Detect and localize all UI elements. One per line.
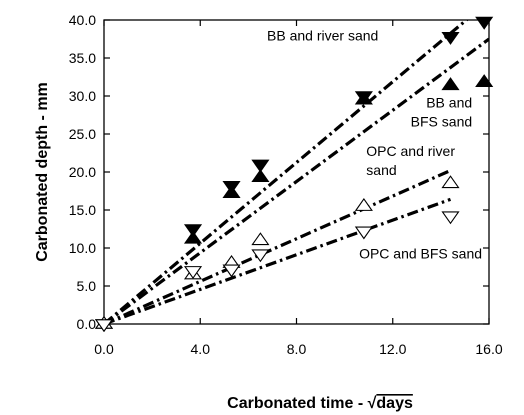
- y-tick-label: 10.0: [69, 240, 96, 256]
- annotation-line: BB and river sand: [267, 28, 378, 44]
- x-tick-label: 8.0: [287, 341, 307, 357]
- fit-line-2: [104, 37, 489, 324]
- fit-line-3: [104, 169, 452, 324]
- y-tick-label: 35.0: [69, 50, 96, 66]
- x-axis-title-prefix: Carbonated time -: [227, 395, 367, 412]
- y-tick-label: 40.0: [69, 12, 96, 28]
- annotation-4: OPC and BFS sand: [359, 246, 482, 262]
- x-axis-title-unit: days: [376, 395, 413, 412]
- x-tick-label: 0.0: [94, 341, 114, 357]
- annotation-3: OPC and river sand: [366, 143, 455, 178]
- fit-line-1: [104, 20, 469, 324]
- y-tick-label: 25.0: [69, 126, 96, 142]
- data-point-series-4: [251, 249, 270, 263]
- fit-lines: [104, 20, 489, 324]
- axes: [103, 19, 490, 325]
- x-axis-title: Carbonated time - √days: [227, 395, 413, 412]
- data-point-series-4: [354, 226, 373, 240]
- data-point-series-3: [251, 232, 270, 246]
- plot-frame: [103, 19, 490, 325]
- data-point-series-1: [441, 31, 460, 45]
- annotation-line: OPC and BFS sand: [359, 246, 482, 262]
- data-point-series-4: [222, 264, 241, 278]
- annotations: BB and river sand BB and BFS sand OPC and r…: [267, 28, 482, 262]
- data-point-series-2: [441, 77, 460, 91]
- x-tick-label: 4.0: [191, 341, 211, 357]
- y-tick-label: 30.0: [69, 88, 96, 104]
- data-point-series-2: [475, 74, 494, 88]
- annotation-line: BB and: [426, 94, 472, 110]
- data-point-series-2: [251, 169, 270, 183]
- annotation-2: BB and BFS sand: [411, 94, 472, 129]
- data-point-series-2: [354, 91, 373, 105]
- x-axis-title-radical: √: [368, 395, 377, 412]
- x-tick-label: 16.0: [475, 341, 502, 357]
- fit-line-4: [104, 197, 452, 324]
- data-point-series-4: [94, 319, 114, 333]
- data-point-series-3: [354, 198, 373, 211]
- x-tick-label: 12.0: [379, 341, 406, 357]
- data-markers: [94, 16, 494, 333]
- data-point-series-1: [251, 159, 270, 173]
- data-point-series-1: [183, 224, 203, 238]
- annotation-line: sand: [366, 162, 396, 178]
- data-point-series-4: [183, 266, 203, 279]
- annotation-line: OPC and river: [366, 143, 455, 159]
- data-point-series-3: [441, 175, 460, 189]
- y-tick-label: 15.0: [69, 202, 96, 218]
- data-point-series-2: [183, 230, 203, 244]
- data-point-series-2: [222, 185, 241, 199]
- data-point-series-1: [475, 16, 494, 30]
- ticks: 0.0 4.0 8.0 12.0 16.0 0.0 5.0 10.0 15.0 20.0 25.0 3…: [69, 12, 503, 357]
- data-point-series-4: [441, 211, 460, 225]
- y-tick-label: 20.0: [69, 164, 96, 180]
- annotation-line: BFS sand: [411, 113, 472, 129]
- y-tick-label: 5.0: [77, 278, 97, 294]
- y-axis-title: Carbonated depth - mm: [34, 82, 51, 262]
- y-tick-label: 0.0: [77, 316, 97, 332]
- annotation-1: BB and river sand: [267, 28, 378, 44]
